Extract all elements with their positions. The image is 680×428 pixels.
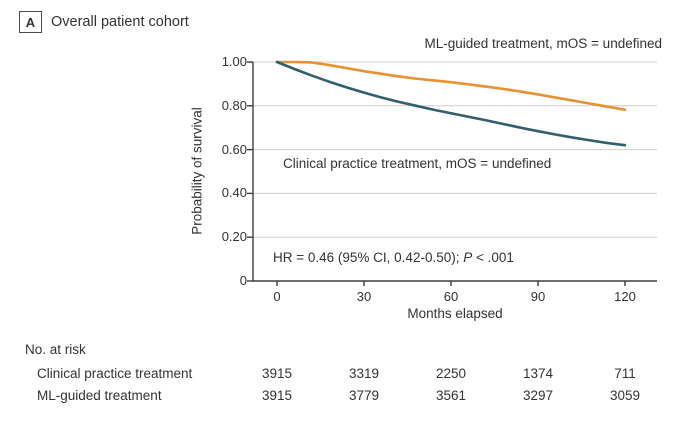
annotation-hazard-ratio: HR = 0.46 (95% CI, 0.42-0.50); P < .001 (273, 250, 514, 265)
risk-count: 2250 (435, 366, 467, 381)
y-tick-label: 0.80 (221, 97, 247, 113)
risk-count: 3059 (609, 388, 641, 403)
x-axis-title: Months elapsed (407, 306, 503, 321)
x-tick-label: 120 (614, 289, 636, 304)
risk-table-header: No. at risk (25, 342, 86, 357)
survival-curve-ml-guided (275, 60, 627, 112)
y-tick-label: 1.00 (221, 54, 247, 69)
risk-count: 3561 (435, 388, 467, 403)
x-tick-label: 60 (443, 289, 459, 304)
x-tick-label: 90 (530, 289, 546, 304)
risk-count: 3779 (348, 388, 380, 403)
hr-text: HR = 0.46 (95% CI, 0.42-0.50); (273, 250, 464, 265)
x-tick-label: 0 (273, 289, 281, 304)
panel-header: A Overall patient cohort (19, 11, 189, 33)
y-tick-label: 0.20 (221, 229, 247, 245)
panel-title: Overall patient cohort (51, 14, 189, 30)
panel-letter-badge: A (19, 11, 42, 33)
risk-count: 1374 (522, 366, 554, 381)
hr-p-value: < .001 (472, 250, 514, 265)
hr-p-symbol: P (463, 250, 473, 265)
y-tick-label: 0.40 (221, 185, 247, 201)
annotation-ml-guided: ML-guided treatment, mOS = undefined (424, 36, 662, 51)
y-axis-title: Probability of survival (189, 107, 205, 235)
risk-count: 3915 (261, 366, 293, 381)
x-tick-label: 30 (356, 289, 372, 304)
risk-row-label-clinical: Clinical practice treatment (37, 366, 193, 381)
risk-count: 3319 (348, 366, 380, 381)
survival-curve-clinical (275, 60, 627, 147)
risk-count: 711 (614, 366, 636, 381)
annotation-clinical-practice: Clinical practice treatment, mOS = undef… (283, 156, 552, 171)
risk-row-label-ml: ML-guided treatment (37, 388, 162, 403)
y-tick-label: 0.60 (221, 141, 247, 157)
y-tick-label: 0 (239, 273, 247, 288)
risk-count: 3915 (261, 388, 293, 403)
risk-count: 3297 (522, 388, 554, 403)
